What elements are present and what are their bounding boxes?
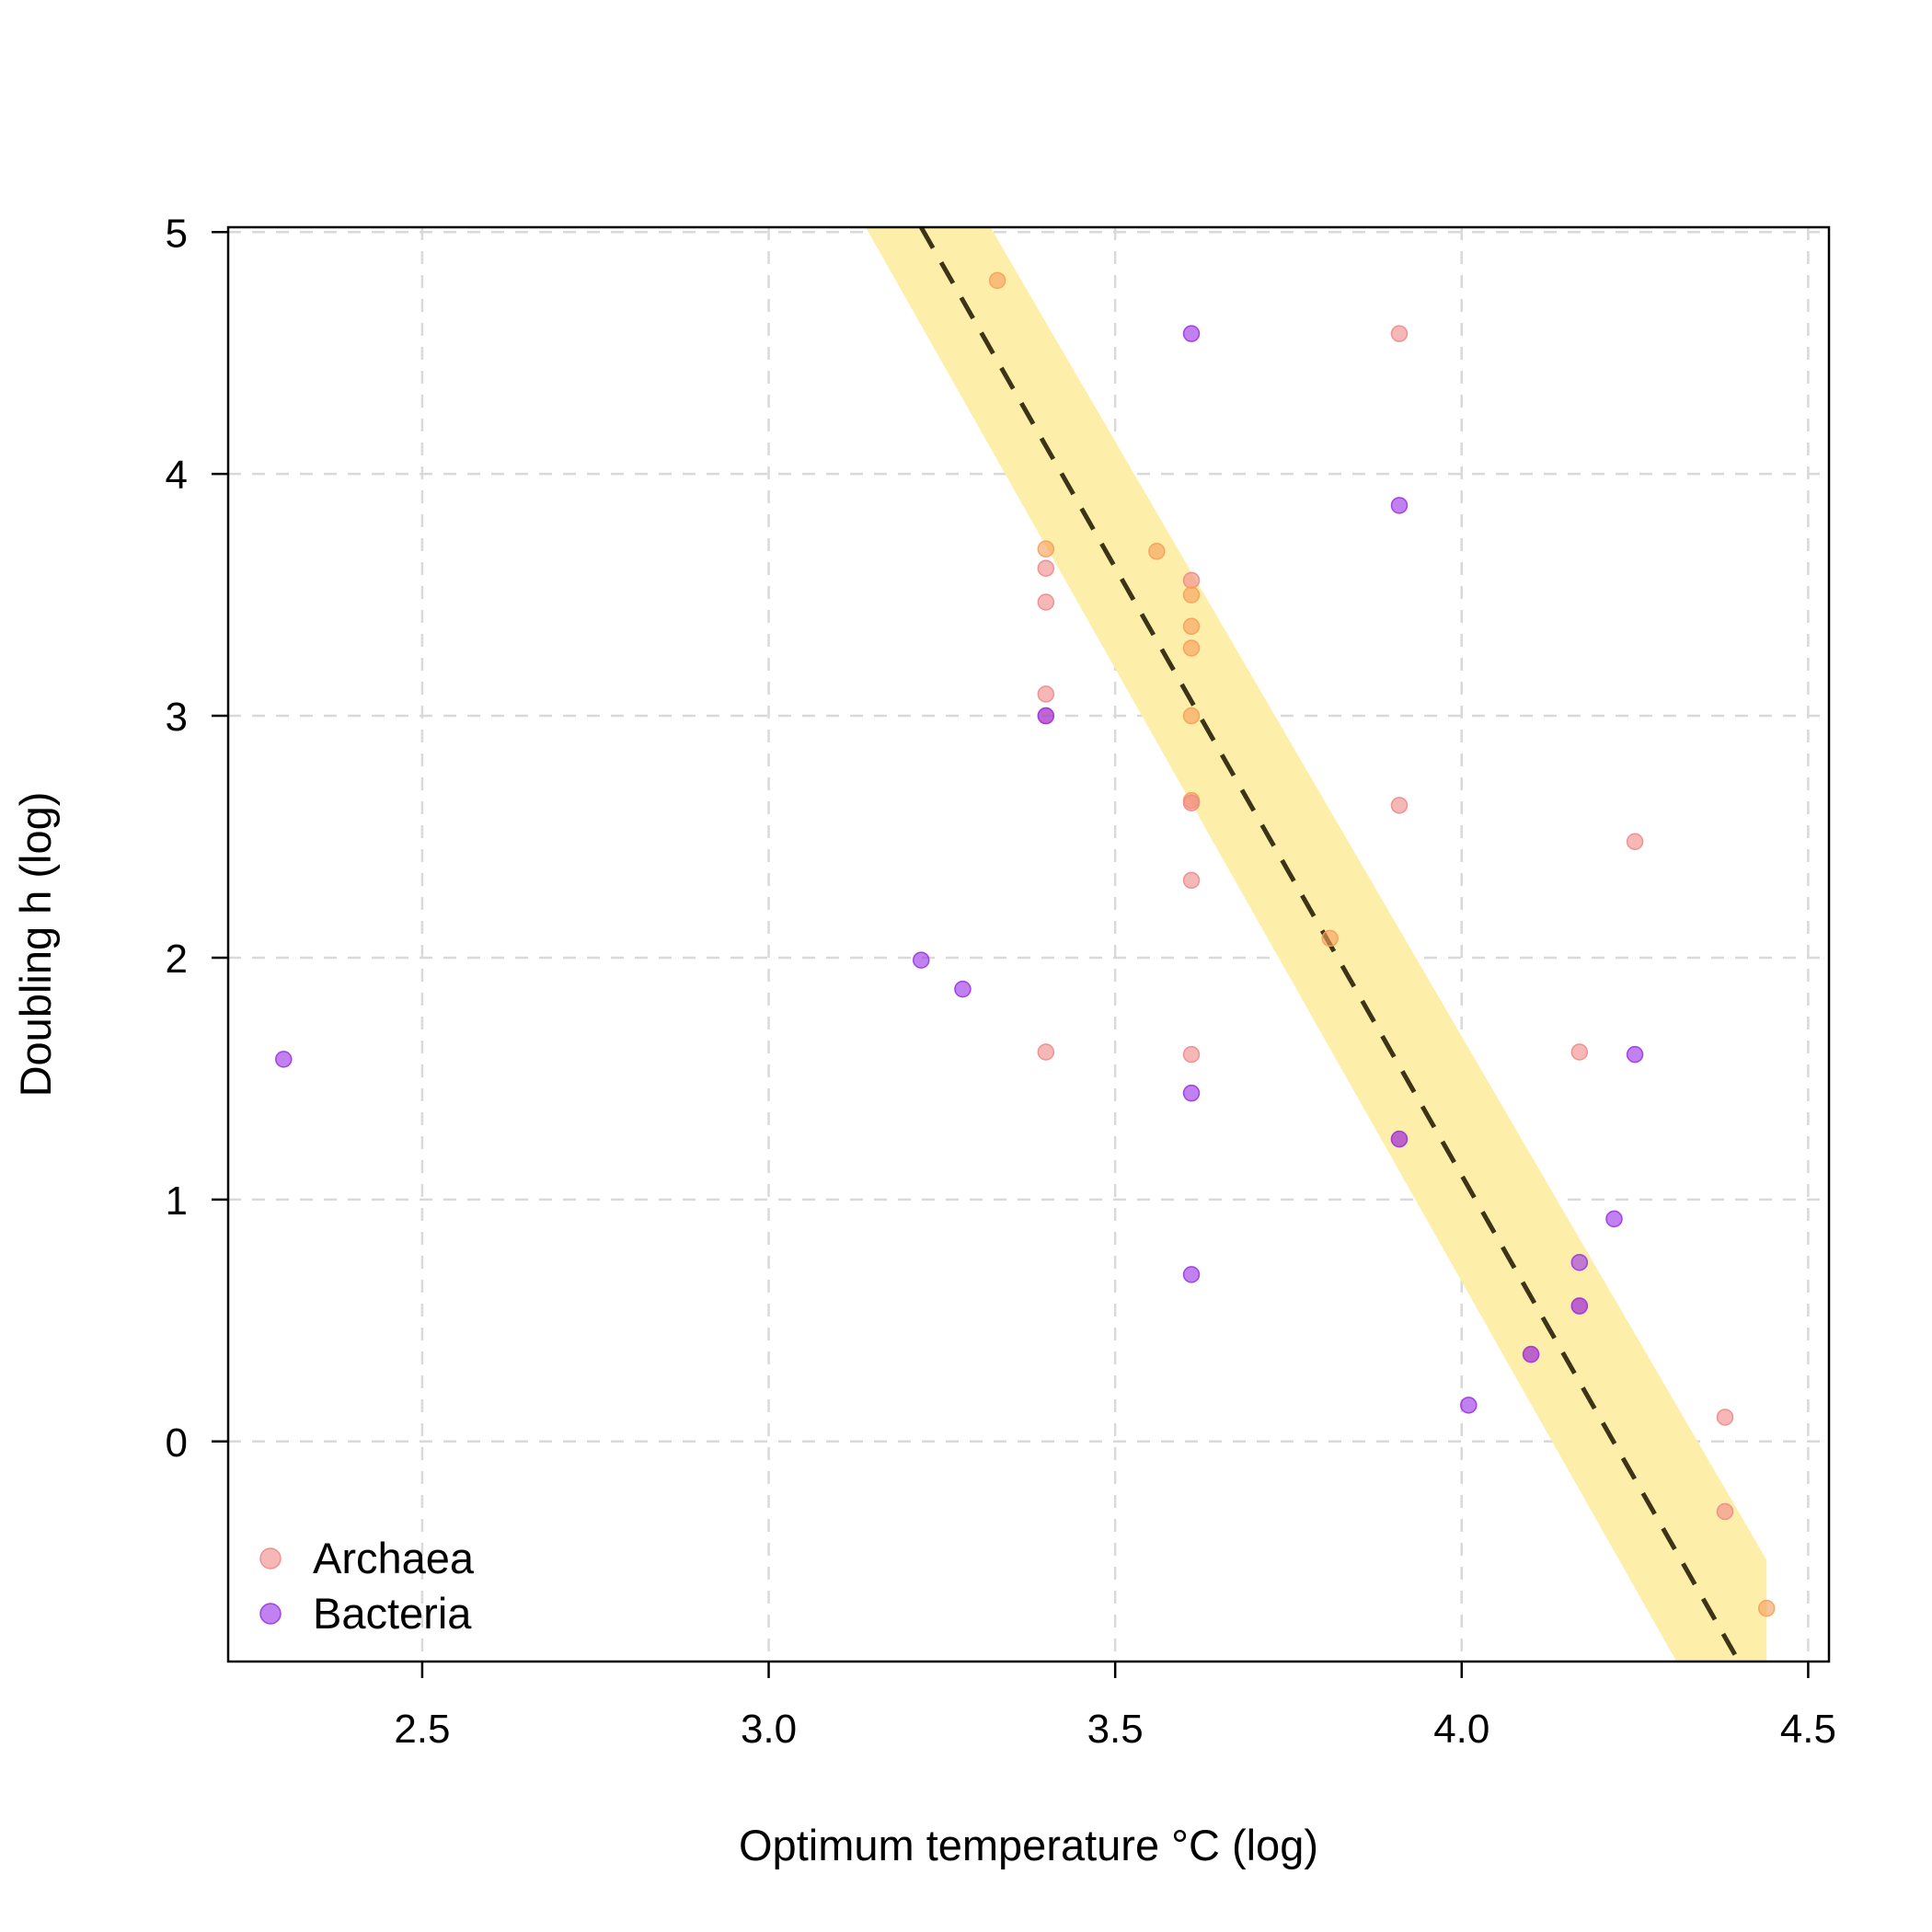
archaea-point-10: [1182, 586, 1201, 604]
x-tick-label-3: 4.0: [1433, 1707, 1489, 1752]
bacteria-point-14: [1626, 1045, 1644, 1064]
archaea-point-16: [1182, 871, 1201, 890]
archaea-point-25: [1716, 1409, 1734, 1426]
fit-band: [865, 227, 1767, 1662]
y-tick-label-0: 0: [166, 1420, 188, 1466]
legend-marker-bacteria: [259, 1603, 282, 1625]
points-layer: [275, 271, 1776, 1617]
archaea-point-7: [1037, 1043, 1055, 1061]
x-tick-label-1: 3.0: [741, 1707, 797, 1752]
archaea-point-9: [1182, 571, 1201, 590]
archaea-point-4: [1037, 593, 1055, 611]
archaea-point-8: [1148, 543, 1166, 560]
archaea-point-5: [1037, 685, 1055, 703]
archaea-point-13: [1182, 707, 1201, 725]
archaea-point-0: [988, 271, 1006, 290]
bacteria-point-12: [1570, 1297, 1589, 1315]
bacteria-point-11: [1570, 1253, 1589, 1271]
x-tick-label-2: 3.5: [1087, 1707, 1144, 1752]
x-axis-title: Optimum temperature °C (log): [739, 1821, 1318, 1869]
fit-band-layer: [865, 227, 1767, 1662]
legend-marker-archaea: [259, 1547, 282, 1570]
archaea-point-19: [1390, 797, 1409, 814]
bacteria-point-7: [1390, 497, 1409, 514]
bacteria-point-13: [1605, 1210, 1623, 1228]
bacteria-point-4: [1182, 325, 1201, 342]
archaea-point-11: [1182, 617, 1201, 636]
archaea-point-17: [1182, 1045, 1201, 1064]
y-tick-label-2: 2: [166, 937, 188, 982]
archaea-point-22: [1570, 1043, 1589, 1061]
legend-label-archaea: Archaea: [313, 1534, 475, 1582]
archaea-point-2: [1037, 540, 1055, 558]
bacteria-point-10: [1522, 1345, 1540, 1363]
bacteria-point-1: [912, 951, 930, 969]
archaea-point-15: [1182, 794, 1201, 811]
bacteria-point-8: [1390, 1130, 1409, 1148]
x-tick-label-0: 2.5: [394, 1707, 450, 1752]
legend: Archaea Bacteria: [259, 1534, 475, 1638]
legend-label-bacteria: Bacteria: [313, 1589, 472, 1638]
plot-frame: [226, 225, 1831, 1663]
archaea-point-26: [1716, 1502, 1734, 1521]
y-tick-label-4: 4: [166, 453, 188, 498]
y-tick-label-3: 3: [166, 695, 188, 740]
bacteria-point-0: [275, 1051, 293, 1068]
archaea-point-1: [1390, 325, 1409, 342]
archaea-point-18: [1321, 929, 1339, 948]
y-tick-label-1: 1: [166, 1179, 188, 1224]
archaea-point-3: [1037, 559, 1055, 577]
archaea-point-27: [1757, 1599, 1776, 1617]
archaea-point-12: [1182, 639, 1201, 657]
y-tick-label-5: 5: [166, 211, 188, 256]
bacteria-point-5: [1182, 1084, 1201, 1102]
bacteria-point-2: [954, 980, 972, 998]
x-tick-label-4: 4.5: [1780, 1707, 1836, 1752]
bacteria-point-9: [1460, 1397, 1478, 1414]
archaea-point-24: [1626, 833, 1644, 851]
bacteria-point-6: [1182, 1266, 1201, 1283]
y-axis-title: Doubling h (log): [11, 792, 60, 1098]
bacteria-point-3: [1037, 707, 1055, 725]
axes-layer: 2.5 3.0 3.5 4.0 4.5 0 1 2 3 4 5: [166, 211, 1836, 1752]
